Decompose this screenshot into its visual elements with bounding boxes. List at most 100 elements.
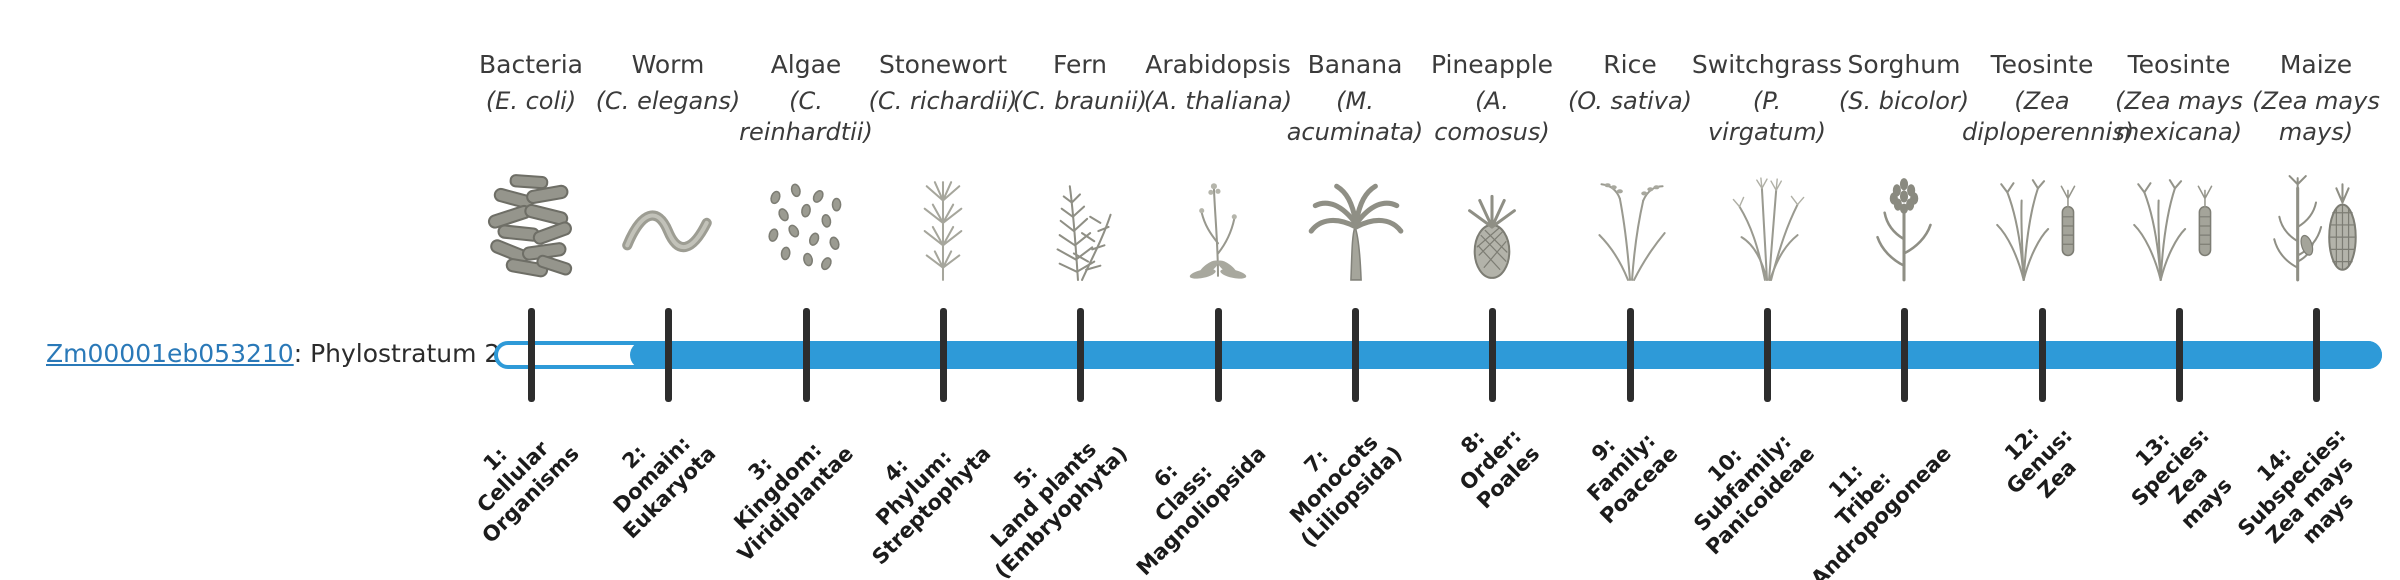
species-column-banana: Banana (M. acuminata) 7: Monocots (Lilio… [1275, 50, 1435, 552]
species-illustration [1962, 166, 2122, 284]
stratum-label: 12: Genus: Zea [1999, 421, 2081, 504]
species-illustration [2236, 166, 2396, 284]
species-scientific-name: (C. elegans) [595, 87, 741, 115]
species-column-bacteria: Bacteria (E. coli) 1: Cellular Organisms [451, 50, 611, 548]
arabidopsis-icon [1158, 172, 1278, 284]
tick-mark [527, 308, 535, 402]
species-column-pineapple: Pineapple (A. comosus) 8: Order: Poales [1412, 50, 1572, 514]
tick-mark [1626, 308, 1634, 402]
species-column-maize: Maize (Zea mays mays) 14: Subspecies: Ze… [2234, 50, 2396, 548]
species-column-arabidopsis: Arabidopsis (A. thaliana) 6: Class: Magn… [1132, 50, 1298, 580]
species-illustration [1138, 166, 1298, 284]
rice-icon [1570, 172, 1690, 284]
fern-icon [1020, 172, 1140, 284]
species-illustration [1687, 166, 1847, 284]
species-scientific-name: (Zea mays mexicana) [2115, 87, 2243, 147]
maize-icon [2256, 172, 2376, 284]
gene-phylostratum-text: : Phylostratum 2 [293, 339, 501, 368]
stratum-label: 6: Class: Magnoliopsida [1131, 441, 1271, 580]
tick-mark [1763, 308, 1771, 402]
species-scientific-name: (O. sativa) [1567, 87, 1693, 115]
bar-filled-segment [630, 341, 2382, 369]
species-scientific-name: (E. coli) [485, 87, 577, 115]
species-column-fern: Fern (C. braunii) 5: Land plants (Embryo… [986, 50, 1160, 580]
species-common-name: Stonewort [878, 50, 1007, 79]
tick-mark [1900, 308, 1908, 402]
species-scientific-name: (S. bicolor) [1838, 87, 1970, 115]
algae-icon [746, 172, 866, 284]
species-common-name: Rice [1603, 50, 1657, 79]
stratum-label: 8: Order: Poales [1455, 424, 1545, 514]
stratum-label: 7: Monocots (Liliopsida) [1285, 430, 1408, 553]
species-illustration [1275, 166, 1435, 284]
species-scientific-name: (C. reinhardtii) [739, 87, 873, 147]
stratum-label: 9: Family: Poaceae [1582, 428, 1683, 529]
stonewort-icon [883, 172, 1003, 284]
species-scientific-name: (Zea mays mays) [2252, 87, 2380, 147]
species-column-sorghum: Sorghum (S. bicolor) 11: Tribe: Andropog… [1807, 50, 1984, 580]
tick-mark [2175, 308, 2183, 402]
bacteria-icon [471, 172, 591, 284]
stratum-label: 5: Land plants (Embryophyta) [986, 437, 1133, 580]
species-common-name: Maize [2279, 50, 2353, 79]
tick-mark [1351, 308, 1359, 402]
tick-mark [2312, 308, 2320, 402]
species-common-name: Teosinte [2127, 50, 2231, 79]
species-illustration [451, 166, 611, 284]
species-scientific-name: (C. richardii) [868, 87, 1018, 115]
species-common-name: Pineapple [1430, 50, 1554, 79]
tick-mark [939, 308, 947, 402]
stratum-label: 13: Species: Zea mays [2126, 423, 2237, 534]
species-column-algae: Algae (C. reinhardtii) 3: Kingdom: Virid… [726, 50, 886, 567]
stratum-label: 3: Kingdom: Viridiplantae [729, 437, 859, 567]
species-common-name: Worm [631, 50, 705, 79]
species-column-stonewort: Stonewort (C. richardii) 4: Phylum: Stre… [863, 50, 1023, 570]
tick-mark [1214, 308, 1222, 402]
tick-mark [1488, 308, 1496, 402]
species-column-worm: Worm (C. elegans) 2: Domain: Eukaryota [588, 50, 748, 544]
species-common-name: Algae [770, 50, 842, 79]
species-common-name: Bacteria [479, 50, 583, 79]
species-common-name: Fern [1052, 50, 1108, 79]
tick-mark [2038, 308, 2046, 402]
species-illustration [863, 166, 1023, 284]
species-scientific-name: (Zea diploperennis) [1962, 87, 2135, 147]
species-illustration [1550, 166, 1710, 284]
stratum-label: 11: Tribe: Andropogoneae [1807, 441, 1957, 580]
species-scientific-name: (A. thaliana) [1143, 87, 1293, 115]
banana-icon [1295, 172, 1415, 284]
teosinte-icon [1982, 172, 2102, 284]
species-scientific-name: (A. comosus) [1434, 87, 1550, 147]
species-illustration [588, 166, 748, 284]
gene-label: Zm00001eb053210: Phylostratum 2 [46, 339, 500, 368]
species-illustration [1000, 166, 1160, 284]
species-scientific-name: (M. acuminata) [1286, 87, 1424, 147]
species-scientific-name: (P. virgatum) [1707, 87, 1827, 147]
species-column-switchgrass: Switchgrass (P. virgatum) 10: Subfamily:… [1687, 50, 1847, 560]
species-column-teosinte-mexicana: Teosinte (Zea mays mexicana) 13: Species… [2099, 50, 2259, 533]
gene-id-link[interactable]: Zm00001eb053210 [46, 339, 294, 368]
species-illustration [726, 166, 886, 284]
species-common-name: Banana [1307, 50, 1403, 79]
species-common-name: Teosinte [1990, 50, 2094, 79]
species-illustration [1412, 166, 1572, 284]
tick-mark [664, 308, 672, 402]
sorghum-icon [1844, 172, 1964, 284]
tick-mark [1076, 308, 1084, 402]
tick-mark [802, 308, 810, 402]
stratum-label: 14: Subspecies: Zea mays mays [2233, 423, 2359, 549]
species-illustration [1824, 166, 1984, 284]
pineapple-icon [1432, 172, 1552, 284]
species-scientific-name: (C. braunii) [1012, 87, 1148, 115]
species-common-name: Sorghum [1847, 50, 1961, 79]
species-column-rice: Rice (O. sativa) 9: Family: Poaceae [1550, 50, 1710, 529]
worm-icon [608, 172, 728, 284]
teosinte-icon [2119, 172, 2239, 284]
species-illustration [2099, 166, 2259, 284]
species-common-name: Switchgrass [1691, 50, 1843, 79]
species-column-teosinte-diploperennis: Teosinte (Zea diploperennis) 12: Genus: … [1962, 50, 2135, 503]
switchgrass-icon [1707, 172, 1827, 284]
stratum-label: 2: Domain: Eukaryota [608, 431, 721, 544]
species-common-name: Arabidopsis [1145, 50, 1291, 79]
